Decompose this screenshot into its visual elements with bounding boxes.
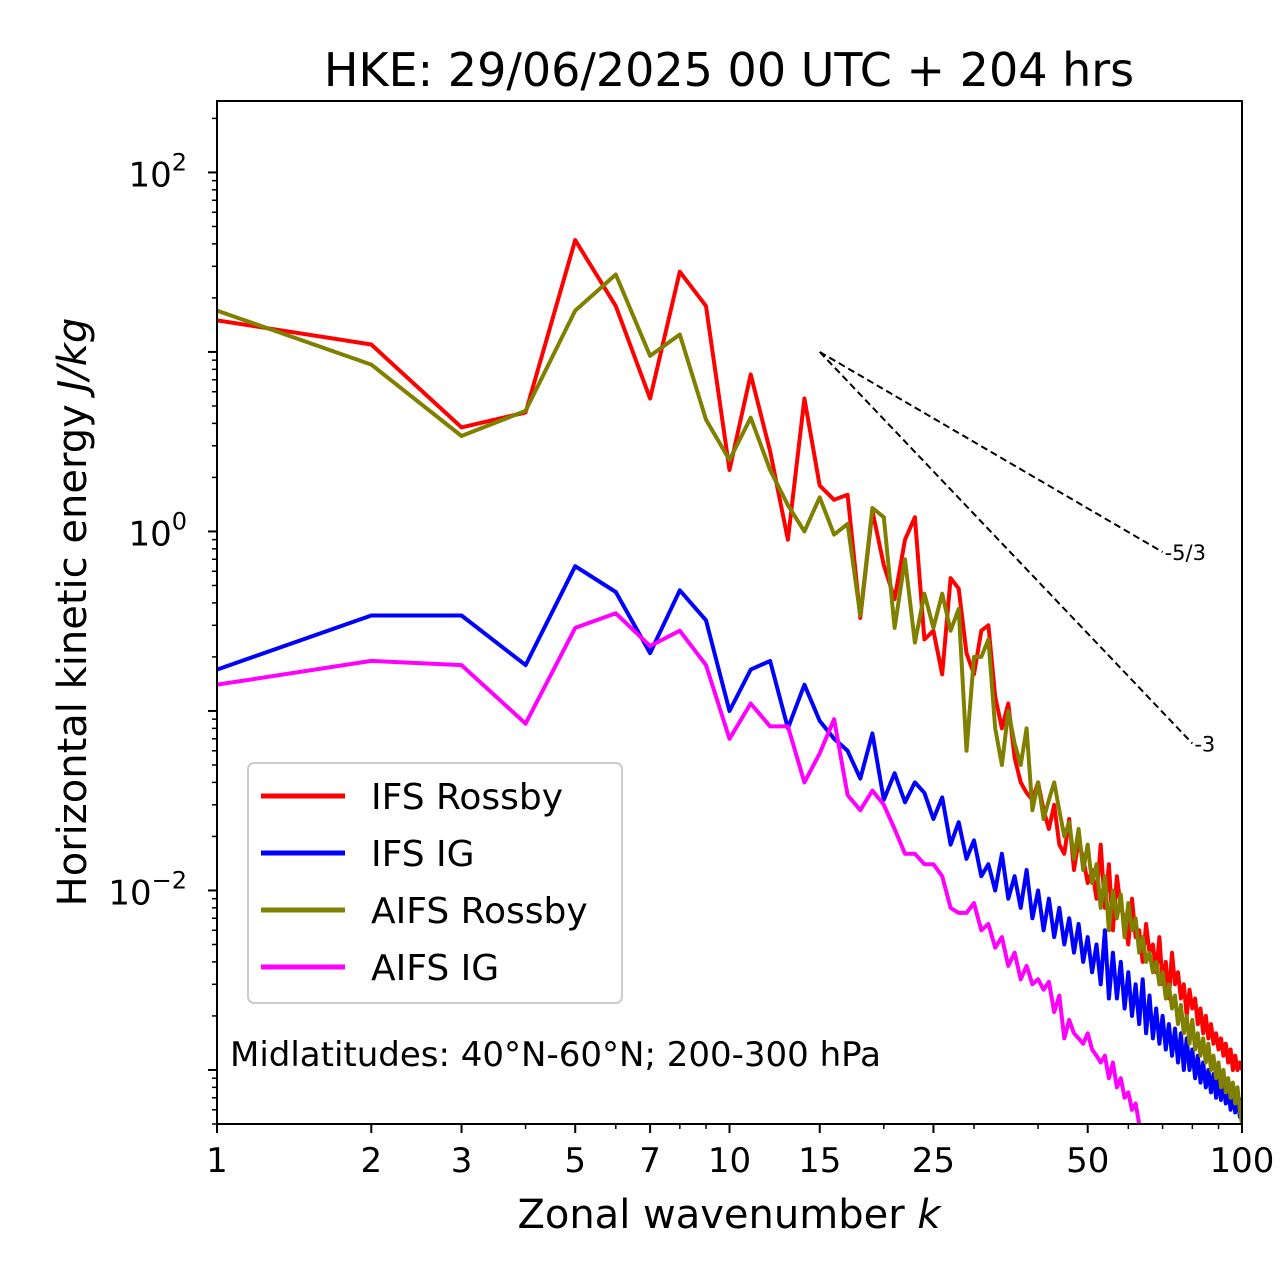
- legend-label: IFS Rossby: [371, 777, 563, 818]
- y-axis-label-unit: J/kg: [50, 318, 96, 399]
- series-line-ifs-ig: [217, 564, 1242, 1119]
- y-tick-label: 10−2: [108, 866, 187, 913]
- legend-label: AIFS IG: [371, 948, 499, 989]
- chart-title: HKE: 29/06/2025 00 UTC + 204 hrs: [324, 43, 1134, 97]
- series-line-aifs-ig: [217, 611, 1142, 1124]
- plot-frame: [216, 100, 1243, 1125]
- series-group: [217, 238, 1242, 1124]
- legend-label: IFS IG: [371, 834, 475, 875]
- y-tick-exponent: −2: [152, 866, 187, 894]
- x-tick-label: 15: [798, 1141, 841, 1181]
- x-axis-label: Zonal wavenumber k: [517, 1192, 942, 1238]
- legend-label: AIFS Rossby: [371, 891, 588, 932]
- series-line-aifs-rossby: [217, 272, 1242, 1124]
- y-tick-base: 10: [108, 873, 151, 913]
- y-tick-label: 100: [128, 507, 187, 554]
- y-tick-base: 10: [128, 155, 171, 195]
- slope-label: -5/3: [1165, 541, 1206, 565]
- y-axis-label: Horizontal kinetic energy J/kg: [50, 318, 96, 907]
- x-tick-label: 50: [1066, 1141, 1109, 1181]
- slope-label: -3: [1194, 732, 1215, 756]
- y-axis-label-main: Horizontal kinetic energy: [50, 392, 96, 907]
- slope-line-0: [819, 351, 1164, 553]
- legend-items: IFS Rossby IFS IG AIFS Rossby AIFS IG: [261, 777, 588, 989]
- reference-slopes: -5/3 -3: [819, 351, 1215, 756]
- region-annotation: Midlatitudes: 40°N-60°N; 200-300 hPa: [230, 1035, 881, 1075]
- legend-box: [247, 762, 623, 1004]
- y-tick-exponent: 0: [172, 507, 187, 535]
- x-tick-label: 10: [708, 1141, 751, 1181]
- x-tick-label: 5: [564, 1141, 586, 1181]
- x-tick-label: 1: [206, 1141, 228, 1181]
- y-tick-label: 102: [128, 148, 187, 195]
- x-tick-label: 7: [639, 1141, 661, 1181]
- x-axis-label-var: k: [917, 1192, 942, 1238]
- x-tick-label: 2: [360, 1141, 382, 1181]
- y-tick-exponent: 2: [172, 148, 187, 176]
- x-tick-label: 100: [1210, 1141, 1275, 1181]
- x-tick-label: 25: [912, 1141, 955, 1181]
- x-axis-label-main: Zonal wavenumber: [517, 1192, 917, 1238]
- legend: IFS Rossby IFS IG AIFS Rossby AIFS IG: [247, 762, 623, 1004]
- x-tick-label: 3: [451, 1141, 473, 1181]
- y-tick-base: 10: [128, 514, 171, 554]
- slope-line-1: [819, 351, 1194, 745]
